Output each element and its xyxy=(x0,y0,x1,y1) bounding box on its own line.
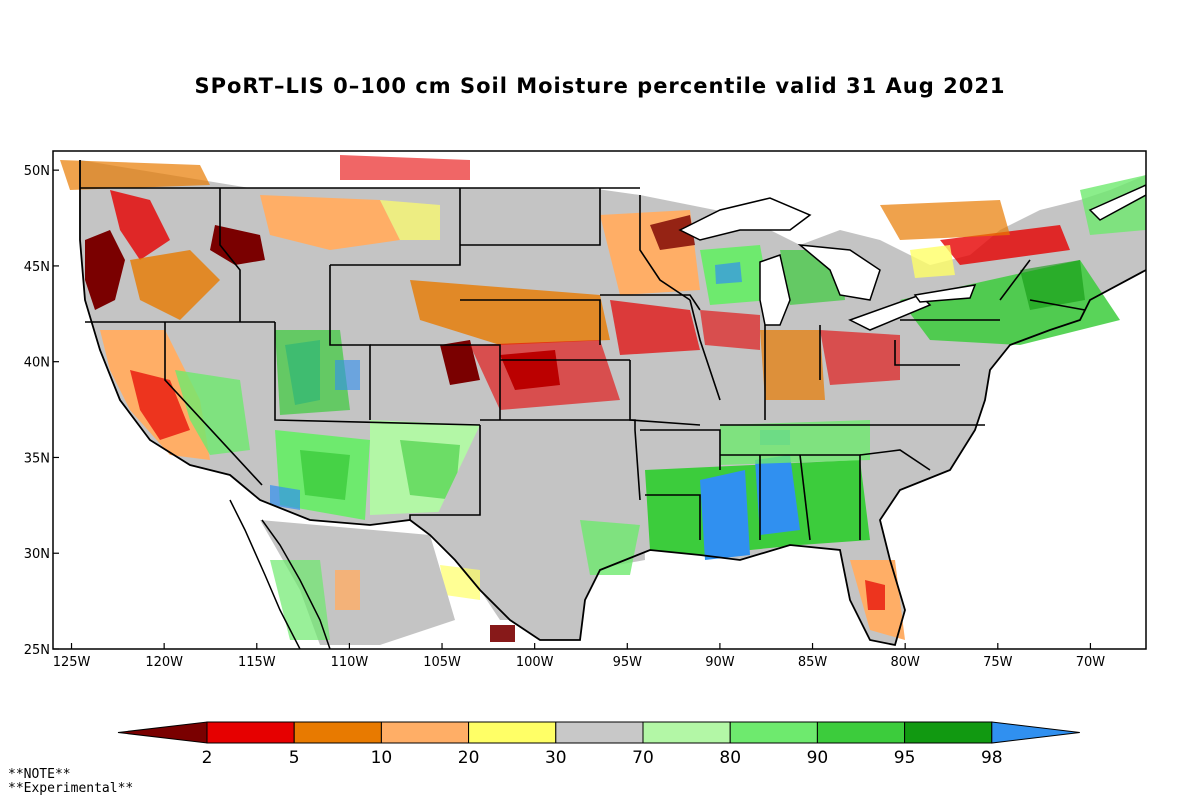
colorbar-label: 2 xyxy=(202,748,213,768)
lat-label: 30N xyxy=(24,547,50,562)
lon-label: 120W xyxy=(145,655,183,670)
state-boundaries xyxy=(80,187,1086,541)
colorbar-label: 98 xyxy=(981,748,1003,768)
patch-ca-red xyxy=(130,370,190,440)
patch-canada-red xyxy=(940,225,1070,265)
colorbar-label: 80 xyxy=(719,748,741,768)
baja-west-coast xyxy=(229,499,301,649)
colorbar-segment xyxy=(206,721,295,744)
patch-mexico-orange xyxy=(335,570,360,610)
lon-label: 70W xyxy=(1076,655,1106,670)
patch-nm-darkgreen xyxy=(400,440,460,500)
notes-block: **NOTE** **Experimental** xyxy=(8,768,133,796)
patch-tn-green xyxy=(720,420,870,465)
lat-label: 25N xyxy=(24,643,50,658)
coastline xyxy=(79,160,1146,647)
patch-texas-green xyxy=(580,520,640,575)
lake-ontario xyxy=(913,284,977,303)
lake-superior xyxy=(678,197,812,241)
colorbar-label: 5 xyxy=(289,748,300,768)
patch-nebraska-orange xyxy=(410,280,610,345)
colorbar-segment xyxy=(642,721,731,744)
patch-texas-south-red xyxy=(490,625,515,642)
patch-kansas-dry xyxy=(440,340,480,385)
patch-ohio-red xyxy=(820,330,900,385)
colorbar-right-arrow xyxy=(991,721,1080,744)
patch-pnw-dry xyxy=(85,230,125,310)
colorbar-label: 10 xyxy=(371,748,393,768)
patch-plains-red xyxy=(470,340,620,410)
lat-label: 40N xyxy=(24,356,50,371)
patch-colorado-blue xyxy=(335,360,360,390)
patch-texas-yellow xyxy=(440,565,480,600)
patch-nevada-green xyxy=(175,370,250,455)
patch-az-blue xyxy=(270,485,300,510)
colorbar-label: 95 xyxy=(894,748,916,768)
lon-label: 85W xyxy=(798,655,828,670)
patch-alabama-blue xyxy=(755,455,800,535)
lon-label: 115W xyxy=(238,655,276,670)
patch-canada-north-red xyxy=(340,155,470,180)
patch-bc-orange xyxy=(60,160,210,190)
patch-iowa-red xyxy=(610,300,700,355)
patch-mn-dry xyxy=(650,215,695,250)
colorbar-left-arrow xyxy=(117,721,208,744)
percentile-patches xyxy=(60,155,1146,645)
colorbar-segment xyxy=(904,721,993,744)
lake-erie xyxy=(848,294,932,331)
map-frame xyxy=(52,150,1147,650)
patch-texas-gray xyxy=(430,425,645,620)
colorbar-segment xyxy=(380,721,470,744)
lat-label: 35N xyxy=(24,451,50,466)
lon-label: 100W xyxy=(516,655,554,670)
patch-idaho-dry xyxy=(210,225,265,265)
lon-label: 75W xyxy=(983,655,1013,670)
lat-label: 45N xyxy=(24,260,50,275)
colorbar-segment xyxy=(729,721,818,744)
latitude-axis: 50N 45N 40N 35N 30N 25N xyxy=(24,164,59,658)
patch-wi-blue xyxy=(715,262,742,284)
lon-label: 95W xyxy=(613,655,643,670)
patch-illinois-red xyxy=(700,310,760,350)
note-line-2: **Experimental** xyxy=(8,781,134,796)
colorbar-label: 90 xyxy=(807,748,829,768)
colorbar-segment xyxy=(293,721,382,744)
patch-montana-orange xyxy=(260,195,400,250)
land-mass xyxy=(80,160,1146,645)
colorbar-label: 30 xyxy=(545,748,567,768)
patch-mississippi-blue xyxy=(700,470,750,560)
patch-az-darkgreen xyxy=(300,450,350,500)
lake-huron xyxy=(797,244,881,301)
longitude-axis: 125W 120W 115W 110W 105W 100W 95W 90W 85W 80W 75W 7… xyxy=(53,643,1106,670)
colorbar-label: 20 xyxy=(458,748,480,768)
patch-montana-yellow xyxy=(380,200,440,240)
water-bodies xyxy=(678,184,1146,331)
lon-label: 80W xyxy=(890,655,920,670)
lon-label: 110W xyxy=(331,655,369,670)
patch-florida-red xyxy=(865,580,885,610)
colorbar-legend: 2 5 10 20 30 70 80 90 95 98 xyxy=(117,721,1080,768)
map-body xyxy=(60,155,1146,649)
patch-canada-yellow xyxy=(910,245,955,278)
colorbar-label: 70 xyxy=(632,748,654,768)
patch-utah-green xyxy=(275,330,350,415)
lon-label: 90W xyxy=(705,655,735,670)
note-line-1: **NOTE** xyxy=(8,767,71,782)
patch-pnw-orange xyxy=(130,250,220,320)
colorbar-segment xyxy=(468,721,557,744)
baja-coast xyxy=(261,519,331,649)
lon-label: 125W xyxy=(53,655,91,670)
lake-michigan xyxy=(759,254,791,326)
lon-label: 105W xyxy=(423,655,461,670)
patch-ny-green xyxy=(1020,260,1085,310)
patch-pnw-red xyxy=(110,190,170,260)
lat-label: 50N xyxy=(24,164,50,179)
patch-indiana-orange xyxy=(760,330,825,400)
patch-canada-orange xyxy=(880,200,1010,240)
colorbar-segment xyxy=(555,721,644,744)
hudson-bay-edge xyxy=(1088,184,1146,221)
colorbar-segment xyxy=(816,721,906,744)
map-title: SPoRT–LIS 0–100 cm Soil Moisture percent… xyxy=(194,74,1006,98)
